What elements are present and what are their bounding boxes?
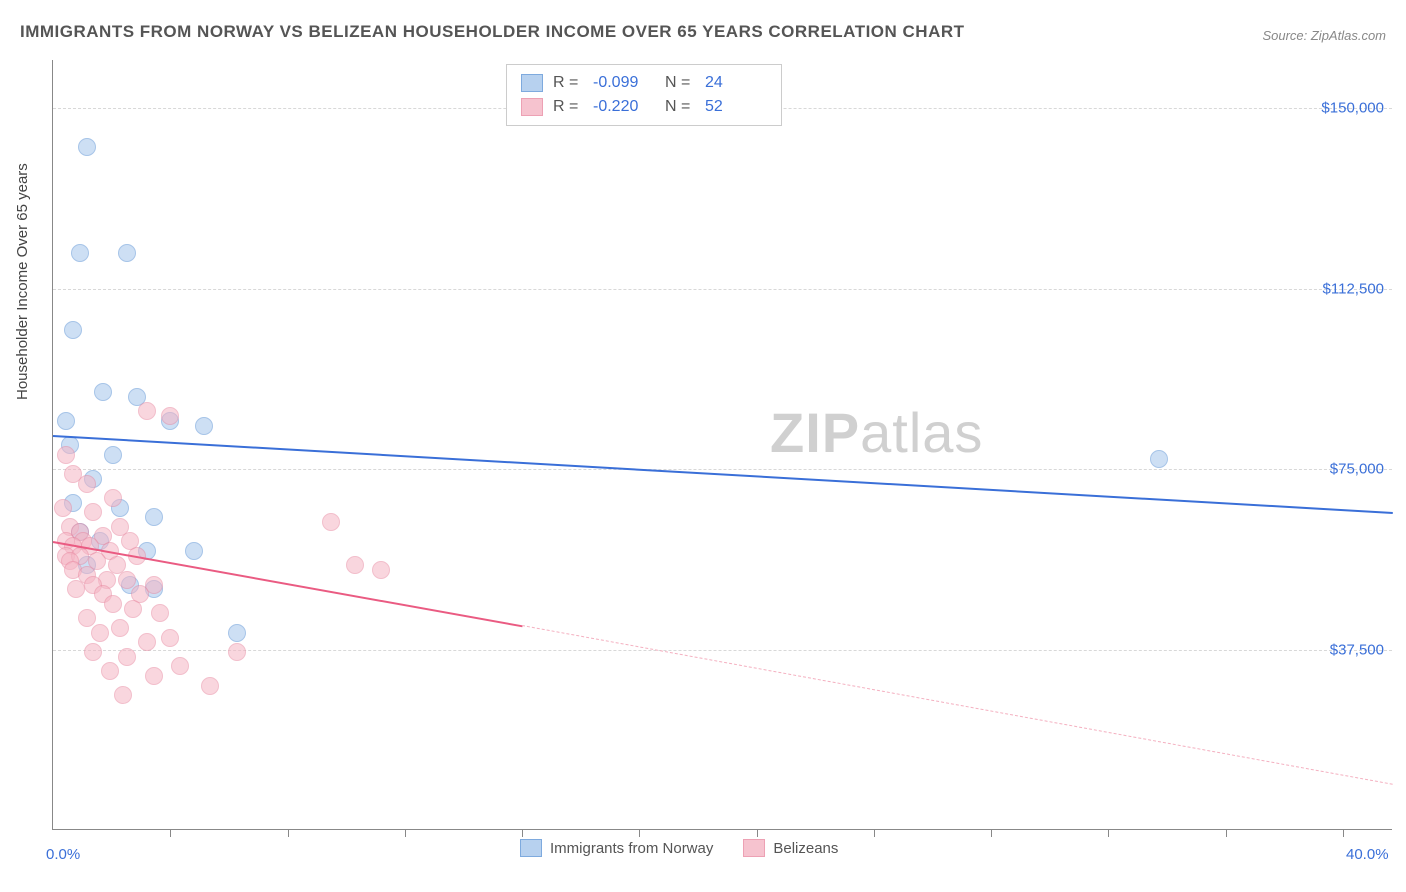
x-tick <box>757 829 758 837</box>
data-point <box>346 556 364 574</box>
y-axis-label: Householder Income Over 65 years <box>14 163 31 400</box>
data-point <box>138 402 156 420</box>
legend-n-label: N = <box>665 74 695 92</box>
data-point <box>67 580 85 598</box>
y-tick-label: $75,000 <box>1330 461 1384 478</box>
x-axis-max-label: 40.0% <box>1346 846 1389 863</box>
plot-area <box>52 60 1392 830</box>
data-point <box>84 503 102 521</box>
legend-row: R = -0.099 N = 24 <box>521 71 767 95</box>
y-tick-label: $150,000 <box>1321 100 1384 117</box>
data-point <box>57 446 75 464</box>
data-point <box>54 499 72 517</box>
data-point <box>118 571 136 589</box>
data-point <box>161 629 179 647</box>
legend-n-label: N = <box>665 98 695 116</box>
legend-row: R = -0.220 N = 52 <box>521 95 767 119</box>
data-point <box>145 508 163 526</box>
source-label: Source: ZipAtlas.com <box>1262 28 1386 43</box>
legend-swatch <box>521 98 543 116</box>
data-point <box>111 619 129 637</box>
trend-line <box>53 435 1393 514</box>
data-point <box>114 686 132 704</box>
data-point <box>94 383 112 401</box>
x-tick <box>874 829 875 837</box>
x-axis-min-label: 0.0% <box>46 846 80 863</box>
gridline <box>53 650 1392 651</box>
data-point <box>118 648 136 666</box>
data-point <box>151 604 169 622</box>
legend-swatch <box>520 839 542 857</box>
gridline <box>53 289 1392 290</box>
chart-title: IMMIGRANTS FROM NORWAY VS BELIZEAN HOUSE… <box>20 22 965 42</box>
x-tick <box>1108 829 1109 837</box>
legend-swatch <box>521 74 543 92</box>
data-point <box>104 446 122 464</box>
data-point <box>101 662 119 680</box>
series-legend-item: Belizeans <box>743 839 838 857</box>
data-point <box>118 244 136 262</box>
data-point <box>138 633 156 651</box>
y-tick-label: $112,500 <box>1323 280 1384 297</box>
data-point <box>78 138 96 156</box>
x-tick <box>1226 829 1227 837</box>
legend-swatch <box>743 839 765 857</box>
x-tick <box>1343 829 1344 837</box>
data-point <box>201 677 219 695</box>
data-point <box>195 417 213 435</box>
legend-r-label: R = <box>553 98 583 116</box>
x-tick <box>639 829 640 837</box>
legend-r-label: R = <box>553 74 583 92</box>
legend-r-value: -0.220 <box>593 98 655 116</box>
data-point <box>372 561 390 579</box>
data-point <box>161 407 179 425</box>
x-tick <box>522 829 523 837</box>
gridline <box>53 469 1392 470</box>
x-tick <box>288 829 289 837</box>
x-tick <box>170 829 171 837</box>
legend-n-value: 52 <box>705 98 767 116</box>
x-tick <box>991 829 992 837</box>
data-point <box>91 624 109 642</box>
series-name: Belizeans <box>773 840 838 857</box>
data-point <box>171 657 189 675</box>
y-tick-label: $37,500 <box>1330 641 1384 658</box>
data-point <box>124 600 142 618</box>
data-point <box>145 667 163 685</box>
series-legend-item: Immigrants from Norway <box>520 839 713 857</box>
data-point <box>78 475 96 493</box>
x-tick <box>405 829 406 837</box>
data-point <box>104 595 122 613</box>
data-point <box>64 321 82 339</box>
correlation-legend: R = -0.099 N = 24 R = -0.220 N = 52 <box>506 64 782 126</box>
legend-n-value: 24 <box>705 74 767 92</box>
data-point <box>71 244 89 262</box>
legend-r-value: -0.099 <box>593 74 655 92</box>
series-legend: Immigrants from Norway Belizeans <box>520 839 838 857</box>
data-point <box>228 643 246 661</box>
data-point <box>104 489 122 507</box>
series-name: Immigrants from Norway <box>550 840 713 857</box>
data-point <box>322 513 340 531</box>
data-point <box>57 412 75 430</box>
data-point <box>84 643 102 661</box>
data-point <box>228 624 246 642</box>
data-point <box>185 542 203 560</box>
data-point <box>78 609 96 627</box>
data-point <box>1150 450 1168 468</box>
